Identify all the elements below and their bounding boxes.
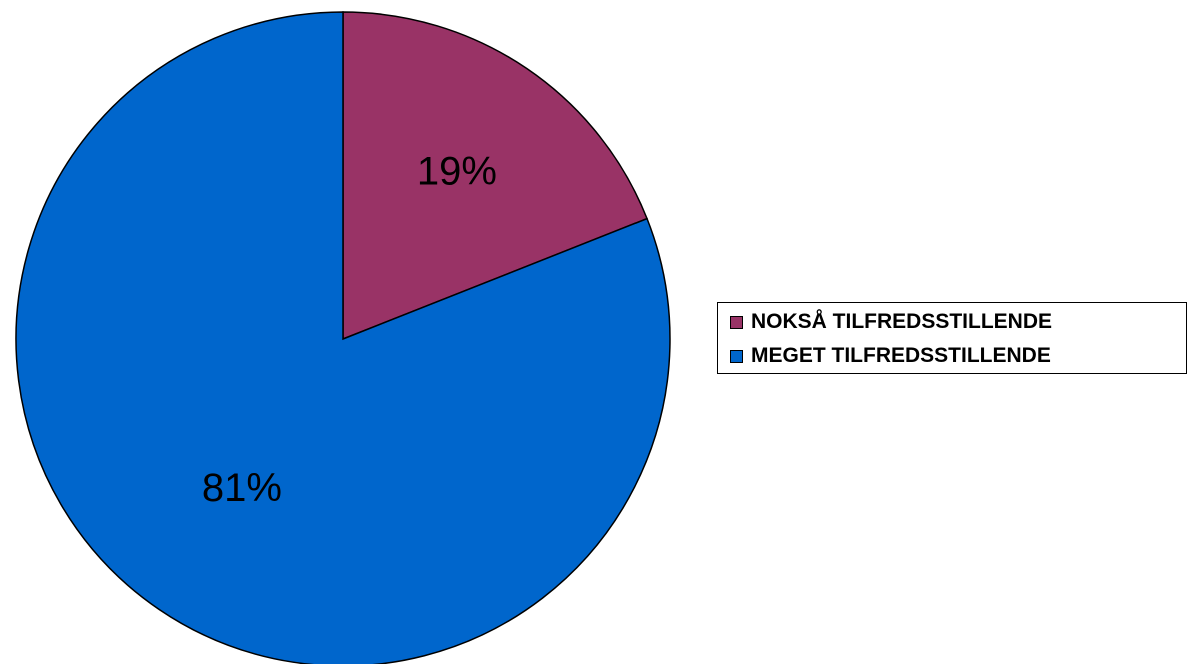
- pie-label-noksa: 19%: [417, 149, 497, 193]
- legend-label-meget: MEGET TILFREDSSTILLENDE: [751, 344, 1051, 367]
- pie-chart: 19% 81%: [15, 11, 671, 664]
- pie-slice-meget: [15, 11, 671, 664]
- legend-swatch-noksa: [730, 315, 743, 329]
- pie-slice-noksa: [342, 11, 649, 341]
- legend-item-meget: MEGET TILFREDSSTILLENDE: [730, 344, 1051, 368]
- legend: NOKSÅ TILFREDSSTILLENDE MEGET TILFREDSST…: [717, 302, 1187, 374]
- legend-swatch-meget: [730, 349, 743, 363]
- pie-label-meget: 81%: [202, 466, 282, 510]
- legend-label-noksa: NOKSÅ TILFREDSSTILLENDE: [751, 310, 1053, 333]
- legend-item-noksa: NOKSÅ TILFREDSSTILLENDE: [730, 310, 1052, 334]
